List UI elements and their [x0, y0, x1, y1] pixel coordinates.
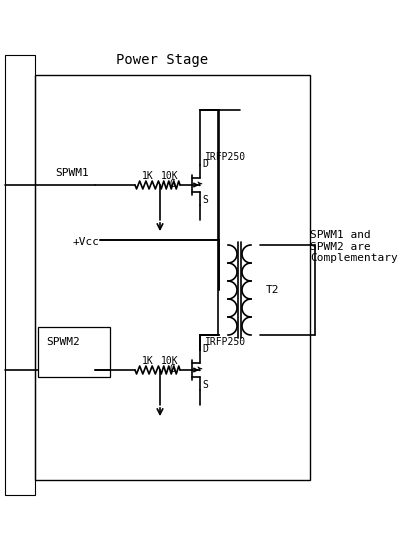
Text: SPWM2: SPWM2	[46, 337, 80, 347]
Text: D: D	[202, 159, 208, 169]
Text: SPWM1 and
SPWM2 are
Complementary: SPWM1 and SPWM2 are Complementary	[310, 230, 398, 263]
Text: 1K: 1K	[142, 171, 153, 181]
Text: 10K: 10K	[161, 171, 179, 181]
Bar	[5, 55, 35, 495]
Text: D: D	[202, 344, 208, 354]
Text: +Vcc: +Vcc	[73, 237, 100, 247]
Text: Power Stage: Power Stage	[116, 53, 209, 67]
Text: SPWM1: SPWM1	[55, 168, 89, 178]
Text: S: S	[202, 380, 208, 390]
Text: 10K: 10K	[161, 356, 179, 366]
Text: G: G	[169, 179, 175, 189]
Text: IRFP250: IRFP250	[205, 337, 246, 347]
Text: S: S	[202, 195, 208, 205]
Text: IRFP250: IRFP250	[205, 152, 246, 162]
Text: 1K: 1K	[142, 356, 153, 366]
Text: G: G	[169, 364, 175, 374]
Bar	[35, 75, 310, 480]
Bar	[38, 327, 110, 377]
Text: T2: T2	[266, 285, 279, 295]
